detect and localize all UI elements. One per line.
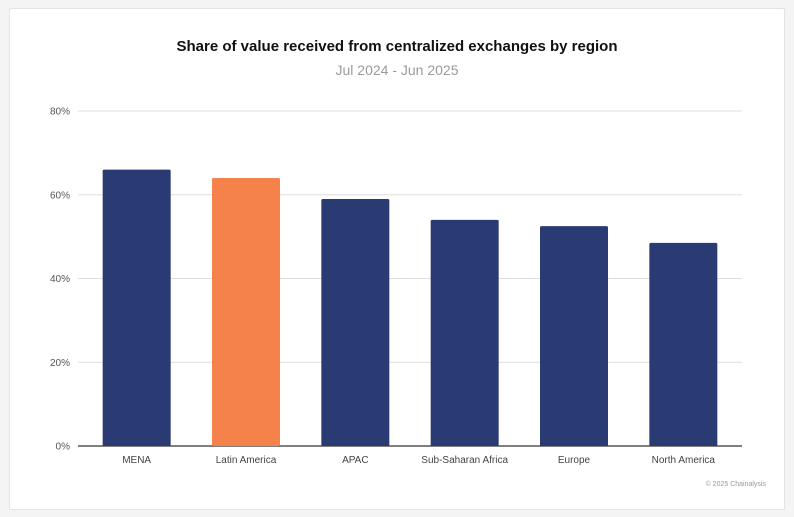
bar-north-america <box>649 242 718 446</box>
x-tick-label: APAC <box>342 455 369 466</box>
bar-mena <box>102 169 171 446</box>
y-tick-label: 0% <box>56 442 71 453</box>
bars <box>102 169 718 446</box>
gridlines <box>78 110 742 447</box>
x-axis-labels: MENA Latin America APAC Sub-Saharan Africa E… <box>122 455 715 466</box>
y-tick-label: 80% <box>50 107 70 118</box>
y-tick-label: 60% <box>50 190 70 201</box>
bar-europe <box>540 226 608 446</box>
chart-subtitle: Jul 2024 - Jun 2025 <box>335 62 459 78</box>
y-tick-label: 40% <box>50 274 70 285</box>
x-tick-label: MENA <box>122 455 151 466</box>
chart-title: Share of value received from centralized… <box>176 38 618 55</box>
x-tick-label: Sub-Saharan Africa <box>421 455 508 466</box>
bar-latin-america <box>212 178 280 446</box>
x-tick-label: Europe <box>558 455 591 466</box>
x-tick-label: Latin America <box>216 455 277 466</box>
x-tick-label: North America <box>652 455 716 466</box>
y-axis-ticks: 0% 20% 40% 60% 80% <box>50 107 70 453</box>
y-tick-label: 20% <box>50 358 70 369</box>
bar-sub-saharan-africa <box>430 219 499 446</box>
credit-label: © 2025 Chainalysis <box>705 481 766 488</box>
bar-apac <box>321 198 390 446</box>
